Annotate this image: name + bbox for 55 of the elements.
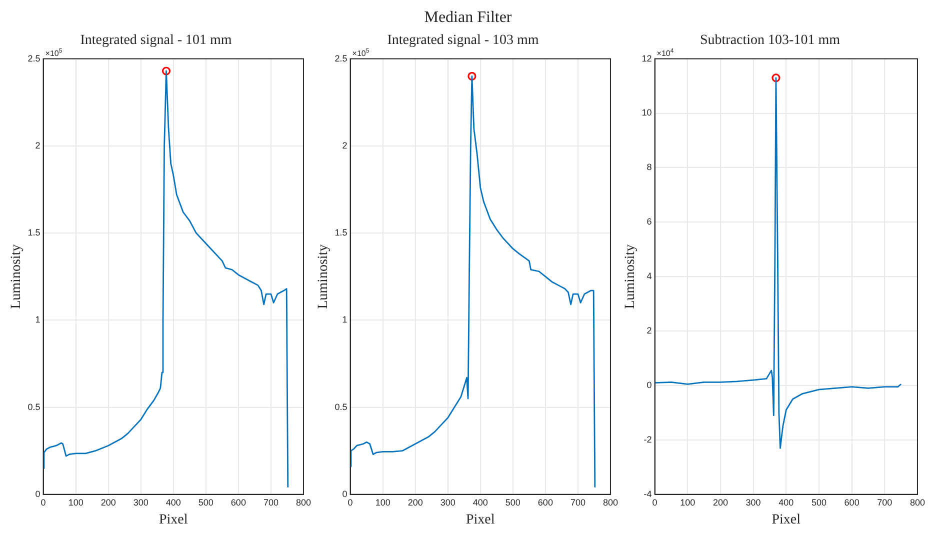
x-tick-label: 100 xyxy=(375,497,390,508)
y-tick-label: 2.5 xyxy=(28,53,40,64)
y-tick-label: 1.5 xyxy=(334,228,348,238)
x-tick-label: 100 xyxy=(680,497,696,508)
y-axis-title: Luminosity xyxy=(9,244,24,309)
x-tick-label: 200 xyxy=(408,497,423,508)
chart-title: Subtraction 103-101 mm xyxy=(700,33,840,48)
y-tick-label: 6 xyxy=(646,216,652,227)
y-tick-label: 4 xyxy=(646,271,652,282)
x-tick-label: 800 xyxy=(910,497,926,508)
y-tick-label: 2 xyxy=(35,140,40,150)
y-tick-label: 12 xyxy=(642,53,652,64)
x-tick-label: 600 xyxy=(538,497,553,508)
x-tick-label: 300 xyxy=(440,497,456,508)
y-tick-label: 2 xyxy=(342,140,348,150)
y-axis-title: Luminosity xyxy=(623,244,638,309)
x-tick-label: 400 xyxy=(778,497,794,508)
y-axis-title: Luminosity xyxy=(316,244,332,309)
x-tick-label: 700 xyxy=(263,497,278,508)
y-tick-label: 1 xyxy=(342,314,348,325)
x-tick-label: 200 xyxy=(712,497,728,508)
chart-title: Integrated signal - 101 mm xyxy=(80,33,232,48)
y-tick-label: 0.5 xyxy=(334,402,348,412)
x-axis-title: Pixel xyxy=(772,512,801,528)
x-axis-title: Pixel xyxy=(466,512,495,528)
x-tick-label: 600 xyxy=(230,497,246,508)
x-tick-label: 400 xyxy=(472,497,488,508)
x-tick-label: 600 xyxy=(844,497,860,508)
x-tick-label: 700 xyxy=(570,497,586,508)
y-tick-label: 0.5 xyxy=(28,402,40,412)
x-tick-label: 400 xyxy=(166,497,181,508)
x-tick-label: 700 xyxy=(877,497,892,508)
y-tick-label: 0 xyxy=(646,380,652,390)
y-tick-label: 0 xyxy=(35,488,40,499)
x-tick-label: 200 xyxy=(100,497,116,508)
x-tick-label: 800 xyxy=(296,497,312,508)
y-tick-label: 2 xyxy=(646,326,652,336)
y-tick-label: 0 xyxy=(342,488,348,499)
y-tick-label: 1.5 xyxy=(28,228,40,238)
y-tick-label: 2.5 xyxy=(334,53,348,64)
y-tick-label: 10 xyxy=(642,108,652,118)
text: Median Filter xyxy=(423,8,513,28)
x-tick-label: 500 xyxy=(505,497,520,508)
x-tick-label: 800 xyxy=(602,497,618,508)
chart-title: Integrated signal - 103 mm xyxy=(387,33,539,48)
x-tick-label: 300 xyxy=(746,497,761,508)
y-tick-label: -4 xyxy=(644,488,652,499)
x-tick-label: 500 xyxy=(811,497,826,508)
x-tick-label: 500 xyxy=(198,497,214,508)
y-tick-label: 1 xyxy=(35,314,40,325)
x-tick-label: 100 xyxy=(68,497,84,508)
y-tick-label: 8 xyxy=(646,162,652,172)
x-tick-label: 300 xyxy=(133,497,148,508)
y-tick-label: -2 xyxy=(644,434,652,444)
x-axis-title: Pixel xyxy=(159,512,188,528)
